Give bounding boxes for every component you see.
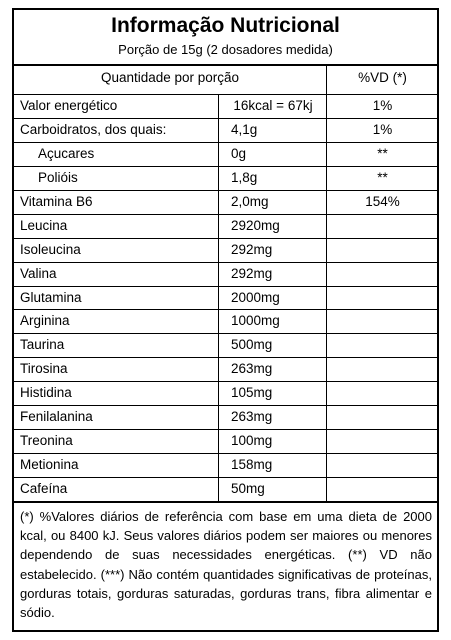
nutrient-amount: 263mg <box>231 409 273 425</box>
row-divider <box>14 141 437 143</box>
nutrient-name: Arginina <box>20 313 70 329</box>
row-divider <box>14 381 437 383</box>
nutrient-name: Treonina <box>20 433 73 449</box>
column-divider <box>326 64 327 501</box>
nutrient-amount: 0g <box>231 145 247 161</box>
nutrient-amount: 100mg <box>231 433 273 449</box>
nutrient-vd: ** <box>377 145 388 161</box>
header-divider <box>14 64 437 66</box>
nutrient-amount: 1000mg <box>231 313 280 329</box>
nutrient-name: Açucares <box>38 145 95 161</box>
row-divider <box>14 189 437 191</box>
nutrient-amount: 158mg <box>231 457 273 473</box>
row-divider <box>14 237 437 239</box>
quantity-header: Quantidade por porção <box>100 70 240 85</box>
footnote: (*) %Valores diários de referência com b… <box>20 508 432 620</box>
nutrient-name: Leucina <box>20 217 68 233</box>
nutrient-name: Fenilalanina <box>20 409 93 425</box>
row-divider <box>14 357 437 359</box>
nutrient-amount: 263mg <box>231 361 273 377</box>
nutrient-amount: 292mg <box>231 265 273 281</box>
nutrient-name: Tirosina <box>20 361 68 377</box>
row-divider <box>14 500 437 503</box>
column-divider <box>218 94 219 501</box>
nutrient-name: Polióis <box>38 169 78 185</box>
nutrient-amount: 292mg <box>231 241 273 257</box>
nutrient-name: Histidina <box>20 385 72 401</box>
row-divider <box>14 477 437 479</box>
nutrient-vd: 1% <box>372 98 393 113</box>
row-divider <box>14 117 437 119</box>
nutrient-amount: 50mg <box>231 481 265 497</box>
nutrient-amount: 105mg <box>231 385 273 401</box>
nutrient-name: Cafeína <box>20 481 68 497</box>
nutrient-name: Carboidratos, dos quais: <box>20 121 167 137</box>
row-divider <box>14 285 437 287</box>
nutrient-name: Vitamina B6 <box>20 193 93 209</box>
row-divider <box>14 429 437 431</box>
row-divider <box>14 213 437 215</box>
nutrient-amount: 2,0mg <box>231 193 269 209</box>
nutrient-vd: 154% <box>365 193 400 209</box>
nutrient-amount: 500mg <box>231 337 273 353</box>
nutrient-name: Taurina <box>20 337 65 353</box>
label-header: Informação Nutricional Porção de 15g (2 … <box>14 10 437 60</box>
label-title: Informação Nutricional <box>111 14 340 37</box>
nutrient-vd: ** <box>377 169 388 185</box>
nutrient-amount: 16kcal = 67kj <box>233 98 313 113</box>
portion-size: Porção de 15g (2 dosadores medida) <box>118 42 333 57</box>
row-divider <box>14 309 437 311</box>
nutrient-amount: 2000mg <box>231 289 280 305</box>
nutrient-name: Isoleucina <box>20 241 81 257</box>
row-divider <box>14 405 437 407</box>
nutrition-facts-label: Informação Nutricional Porção de 15g (2 … <box>12 8 439 632</box>
nutrient-vd: 1% <box>372 121 393 137</box>
nutrient-amount: 2920mg <box>231 217 280 233</box>
nutrient-name: Metionina <box>20 457 79 473</box>
row-divider <box>14 453 437 455</box>
nutrient-name: Valor energético <box>20 98 118 113</box>
nutrient-amount: 1,8g <box>231 169 258 185</box>
nutrient-name: Glutamina <box>20 289 82 305</box>
nutrient-amount: 4,1g <box>231 121 258 137</box>
nutrient-name: Valina <box>20 265 57 281</box>
vd-header: %VD (*) <box>358 70 407 85</box>
row-divider <box>14 333 437 335</box>
row-divider <box>14 165 437 167</box>
row-divider <box>14 94 437 95</box>
row-divider <box>14 261 437 263</box>
